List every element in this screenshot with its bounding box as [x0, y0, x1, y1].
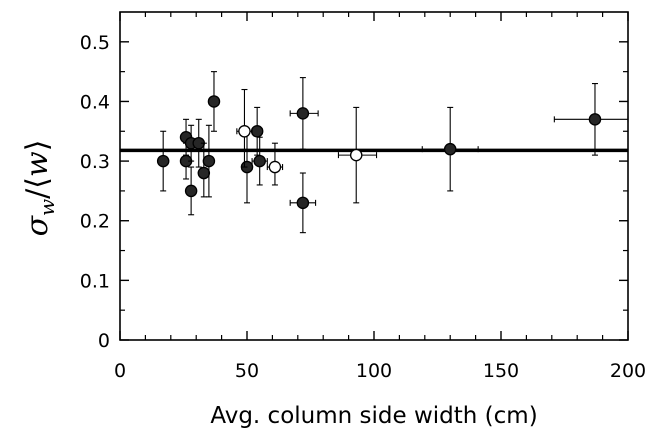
y-label-slash: /	[20, 188, 55, 199]
point-marker	[184, 184, 198, 198]
filled-data-point	[192, 118, 205, 168]
open-data-point	[236, 88, 253, 168]
x-tick-label: 100	[356, 360, 392, 382]
point-marker	[238, 125, 251, 138]
filled-data-point	[289, 77, 319, 150]
data-points	[156, 71, 629, 234]
y-axis-label: σw/⟨w⟩	[20, 140, 59, 237]
y-label-close-bracket: ⟩	[20, 140, 55, 152]
filled-data-point	[156, 130, 170, 192]
axis-ticks	[119, 12, 629, 341]
open-data-point	[266, 142, 284, 186]
point-marker	[349, 148, 363, 162]
plot-frame	[119, 11, 629, 341]
point-marker	[253, 154, 266, 168]
filled-data-point	[184, 166, 198, 216]
point-marker	[588, 113, 602, 126]
y-label-w: w	[20, 151, 55, 177]
y-tick-label: 0.3	[80, 151, 110, 173]
point-marker	[296, 196, 310, 210]
point-marker	[250, 125, 264, 138]
y-label-sigma: σ	[20, 214, 55, 236]
filled-data-point	[250, 106, 264, 156]
point-marker	[296, 107, 310, 120]
tick-labels: 0 50 100 150 200 0 0.1 0.2 0.3 0.4 0.5	[80, 32, 646, 382]
filled-data-point	[289, 172, 317, 234]
point-marker	[443, 142, 457, 156]
y-tick-label: 0	[98, 330, 110, 352]
point-marker	[207, 95, 221, 108]
filled-data-point	[421, 106, 479, 192]
filled-data-point	[207, 71, 221, 132]
x-tick-label: 150	[483, 360, 519, 382]
point-marker	[197, 166, 211, 180]
x-tick-label: 50	[235, 360, 259, 382]
filled-data-point	[202, 124, 216, 198]
point-marker	[202, 154, 216, 168]
y-tick-label: 0.4	[80, 91, 110, 113]
x-tick-label: 200	[610, 360, 646, 382]
y-tick-label: 0.5	[80, 32, 110, 54]
point-marker	[156, 154, 170, 168]
y-label-open-bracket: ⟨	[20, 177, 55, 189]
y-label-subscript: w	[35, 199, 59, 216]
x-axis-label: Avg. column side width (cm)	[210, 403, 537, 429]
x-tick-label: 0	[114, 360, 126, 382]
point-marker	[268, 160, 282, 174]
filled-data-point	[553, 83, 629, 156]
filled-data-point	[251, 136, 268, 186]
open-data-point	[337, 106, 378, 204]
y-tick-label: 0.1	[80, 270, 110, 292]
y-tick-label: 0.2	[80, 211, 110, 233]
